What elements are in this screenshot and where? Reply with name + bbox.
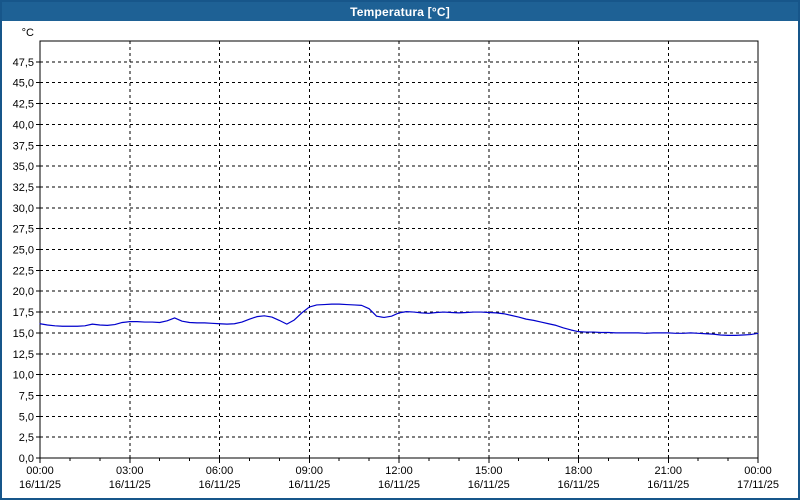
x-tick-date-label: 16/11/25: [557, 479, 599, 491]
y-tick-label: 20,0: [13, 286, 34, 298]
window-title: Temperatura [°C]: [350, 4, 450, 19]
plot-box: [39, 40, 759, 459]
x-tick-time-label: 06:00: [206, 465, 234, 477]
x-tick-time-label: 21:00: [654, 465, 682, 477]
y-tick-label: 42,5: [13, 99, 34, 111]
x-tick-time-label: 12:00: [385, 465, 413, 477]
y-tick-label: 25,0: [13, 245, 34, 257]
y-tick-label: 45,0: [13, 78, 34, 90]
y-axis-unit-label: °C: [22, 27, 34, 39]
x-tick-date-label: 16/11/25: [19, 479, 61, 491]
x-tick-date-label: 16/11/25: [288, 479, 330, 491]
x-tick-time-label: 09:00: [295, 465, 323, 477]
x-tick-time-label: 00:00: [744, 465, 772, 477]
y-tick-label: 37,5: [13, 140, 34, 152]
x-tick-date-label: 16/11/25: [109, 479, 151, 491]
y-tick-label: 47,5: [13, 57, 34, 69]
x-tick-time-label: 18:00: [565, 465, 593, 477]
y-tick-label: 40,0: [13, 119, 34, 131]
x-tick-time-label: 03:00: [116, 465, 144, 477]
y-tick-label: 2,5: [19, 432, 34, 444]
y-tick-label: 12,5: [13, 349, 34, 361]
x-tick-date-label: 16/11/25: [378, 479, 420, 491]
x-tick-time-label: 00:00: [26, 465, 54, 477]
y-tick-label: 22,5: [13, 265, 34, 277]
title-bar: Temperatura [°C]: [2, 2, 798, 21]
x-tick-date-label: 16/11/25: [468, 479, 510, 491]
y-tick-label: 32,5: [13, 182, 34, 194]
y-tick-label: 27,5: [13, 224, 34, 236]
y-tick-label: 0,0: [19, 453, 34, 465]
x-tick-date-label: 16/11/25: [647, 479, 689, 491]
y-tick-label: 7,5: [19, 390, 34, 402]
y-tick-label: 15,0: [13, 328, 34, 340]
x-tick-date-label: 17/11/25: [737, 479, 779, 491]
y-tick-label: 5,0: [19, 411, 34, 423]
y-tick-label: 30,0: [13, 203, 34, 215]
y-tick-label: 10,0: [13, 370, 34, 382]
y-tick-label: 17,5: [13, 307, 34, 319]
temperature-chart: 0,0 2,5 5,0 7,5 10,0 12,5 15,0 17,5 20,0 22,5 25,0…: [2, 21, 798, 498]
temperature-chart-svg: 0,0 2,5 5,0 7,5 10,0 12,5 15,0 17,5 20,0 22,5 25,0…: [13, 27, 779, 491]
temperature-series-line: [39, 303, 759, 336]
y-tick-label: 35,0: [13, 161, 34, 173]
x-tick-time-label: 15:00: [475, 465, 503, 477]
x-tick-date-label: 16/11/25: [198, 479, 240, 491]
